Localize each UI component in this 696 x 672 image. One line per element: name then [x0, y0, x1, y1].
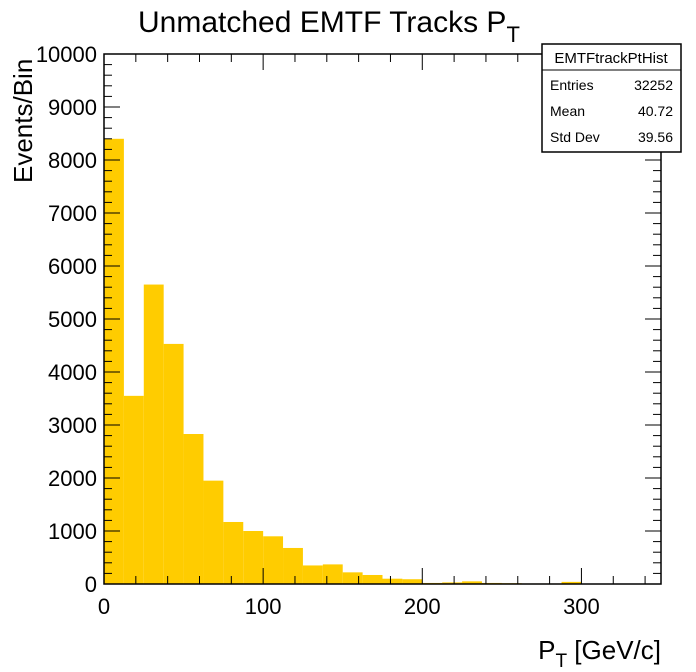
y-tick-label: 7000	[48, 201, 97, 226]
histogram-bar	[402, 579, 423, 584]
y-tick-label: 6000	[48, 254, 97, 279]
stats-mean-label: Mean	[550, 103, 585, 119]
stats-stddev-label: Std Dev	[550, 129, 600, 145]
stats-mean-value: 40.72	[638, 103, 673, 119]
histogram-bar	[123, 395, 144, 584]
x-tick-label: 0	[98, 594, 110, 619]
y-tick-label: 0	[85, 572, 97, 597]
stats-box: EMTFtrackPtHist Entries 32252 Mean 40.72…	[541, 43, 682, 153]
x-tick-label: 300	[563, 594, 600, 619]
x-tick-label: 100	[245, 594, 282, 619]
histogram-bar	[203, 480, 224, 584]
stats-entries-value: 32252	[634, 77, 673, 93]
histogram-bar	[143, 284, 164, 584]
histogram-bar	[302, 565, 323, 584]
histogram-bar	[342, 572, 363, 584]
histogram-bar	[283, 547, 303, 584]
histogram-bar	[183, 434, 204, 584]
histogram-bar	[362, 574, 383, 584]
stats-histogram-name: EMTFtrackPtHist	[554, 50, 668, 67]
histogram-bar	[243, 531, 264, 584]
y-axis-label: Events/Bin	[8, 59, 38, 183]
histogram-bar	[442, 582, 463, 584]
chart-title: Unmatched EMTF Tracks PT	[138, 6, 520, 47]
stats-entries-label: Entries	[550, 77, 594, 93]
y-tick-label: 5000	[48, 307, 97, 332]
y-tick-label: 3000	[48, 413, 97, 438]
histogram-bar	[561, 581, 582, 584]
plot-frame	[103, 53, 662, 585]
y-tick-label: 8000	[48, 148, 97, 173]
bars-group	[104, 138, 661, 585]
y-tick-label: 1000	[48, 519, 97, 544]
y-tick-label: 10000	[36, 42, 97, 67]
stats-stddev-value: 39.56	[638, 129, 673, 145]
histogram-bar	[223, 521, 244, 584]
y-tick-label: 9000	[48, 95, 97, 120]
histogram-bar	[382, 578, 403, 584]
histogram-bar	[104, 138, 124, 585]
histogram-bar	[322, 564, 343, 584]
y-tick-label: 2000	[48, 466, 97, 491]
stats-box-frame	[541, 43, 682, 153]
x-tick-labels: 0 100 200 300	[98, 594, 600, 619]
x-axis-label: PT [GeV/c]	[538, 635, 661, 672]
y-tick-label: 4000	[48, 360, 97, 385]
histogram-bar	[462, 581, 482, 584]
histogram-bar	[163, 343, 184, 584]
y-tick-labels: 0 1000 2000 3000 4000 5000 6000 7000 8000 9000 100…	[36, 42, 97, 597]
x-tick-label: 200	[404, 594, 441, 619]
histogram-bar	[263, 536, 284, 584]
